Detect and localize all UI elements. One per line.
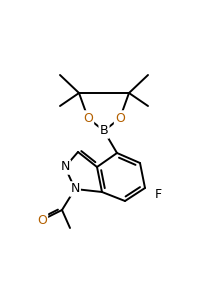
Text: F: F [154, 188, 162, 200]
Text: O: O [83, 112, 93, 124]
Text: N: N [70, 182, 80, 196]
Text: O: O [115, 112, 125, 124]
Text: B: B [100, 124, 108, 138]
Text: B: B [100, 124, 108, 138]
Text: O: O [37, 214, 47, 227]
Text: N: N [60, 160, 70, 174]
Text: O: O [37, 214, 47, 227]
Text: N: N [60, 160, 70, 174]
Text: O: O [83, 112, 93, 124]
Text: F: F [154, 188, 162, 200]
Text: O: O [115, 112, 125, 124]
Text: N: N [70, 182, 80, 196]
